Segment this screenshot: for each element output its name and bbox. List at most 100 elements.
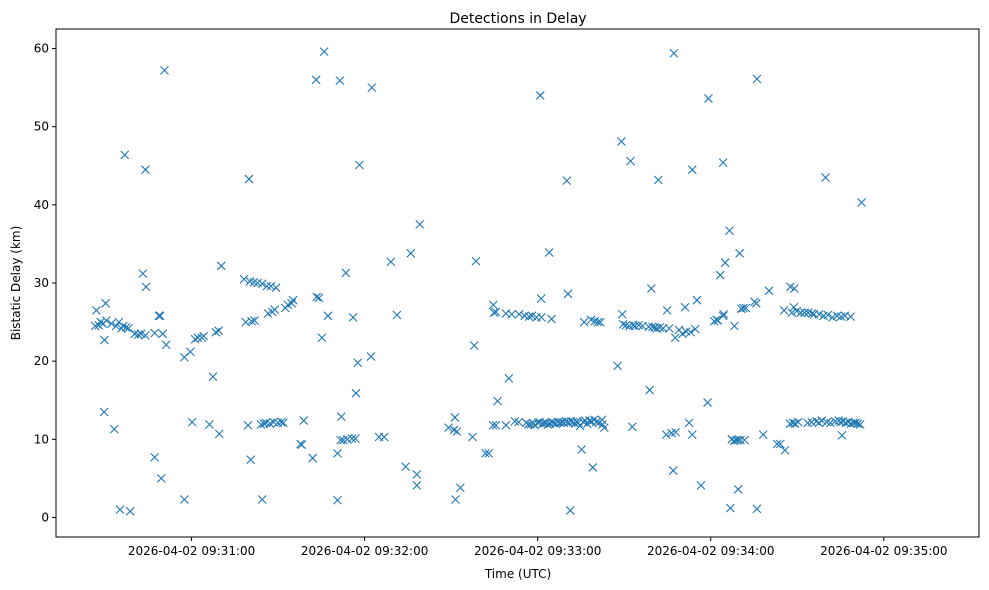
data-point xyxy=(690,324,700,334)
data-point xyxy=(336,412,346,422)
data-point xyxy=(790,284,799,293)
data-point xyxy=(543,420,553,429)
data-point xyxy=(807,309,817,318)
data-point xyxy=(725,226,734,236)
data-point xyxy=(725,503,735,513)
data-point xyxy=(353,358,363,368)
data-point xyxy=(800,308,809,318)
data-point xyxy=(488,420,498,430)
data-point xyxy=(692,295,702,305)
data-point xyxy=(190,334,200,344)
data-point xyxy=(696,481,706,490)
data-point xyxy=(141,165,150,175)
data-point xyxy=(653,175,663,185)
data-point xyxy=(501,420,511,430)
data-point xyxy=(314,293,324,303)
data-point xyxy=(626,156,635,166)
data-point xyxy=(846,312,856,321)
data-point xyxy=(579,317,589,327)
data-point xyxy=(684,418,694,428)
data-point xyxy=(775,439,785,449)
data-point xyxy=(591,417,601,427)
data-point xyxy=(661,430,671,440)
data-point xyxy=(288,295,298,305)
data-point xyxy=(669,48,679,58)
y-tick-label: 60 xyxy=(34,42,49,56)
data-point xyxy=(335,76,345,85)
data-point xyxy=(555,418,565,428)
data-point xyxy=(118,321,128,331)
data-point xyxy=(456,483,465,493)
data-point xyxy=(239,274,249,284)
data-point xyxy=(752,74,762,84)
data-point xyxy=(91,305,101,315)
data-point xyxy=(415,219,425,229)
data-point xyxy=(100,335,109,345)
data-point xyxy=(257,279,267,289)
data-point xyxy=(821,173,830,182)
data-point xyxy=(484,448,494,458)
data-point xyxy=(565,506,575,515)
data-point xyxy=(817,416,827,425)
data-point xyxy=(668,466,678,475)
data-point xyxy=(524,312,534,321)
data-point xyxy=(853,419,863,429)
data-point xyxy=(106,319,116,329)
data-point xyxy=(412,470,422,479)
data-point xyxy=(645,385,654,395)
data-point xyxy=(120,150,130,160)
data-point xyxy=(822,417,832,427)
data-point xyxy=(577,445,586,454)
data-point xyxy=(124,323,133,333)
data-point xyxy=(588,463,598,472)
data-point xyxy=(735,248,744,258)
data-point xyxy=(109,424,119,434)
data-point xyxy=(828,312,837,322)
data-point xyxy=(680,302,690,312)
data-point xyxy=(616,137,626,146)
data-point xyxy=(216,261,226,271)
data-point xyxy=(758,430,768,440)
data-point xyxy=(481,448,490,458)
data-point xyxy=(214,326,224,336)
data-point xyxy=(780,445,790,455)
x-axis: 2026-04-02 09:31:00 2026-04-02 09:32:00 20… xyxy=(128,537,948,558)
data-point xyxy=(599,423,609,432)
data-point xyxy=(247,316,256,326)
data-point xyxy=(156,473,166,483)
data-point xyxy=(333,495,342,505)
data-point xyxy=(537,312,546,322)
data-point xyxy=(257,495,267,504)
data-point xyxy=(348,312,358,322)
x-tick-label: 2026-04-02 09:33:00 xyxy=(474,544,601,558)
data-point xyxy=(851,418,860,428)
data-point xyxy=(379,432,389,442)
data-point xyxy=(491,307,501,317)
data-point xyxy=(493,396,502,406)
data-point xyxy=(510,416,520,426)
data-point xyxy=(249,277,259,287)
data-point xyxy=(278,418,288,428)
plot-area: 2026-04-02 09:31:00 2026-04-02 09:32:00 20… xyxy=(34,28,980,558)
data-point xyxy=(208,372,218,382)
data-point xyxy=(150,452,160,462)
data-point xyxy=(686,327,695,337)
data-point xyxy=(837,431,847,440)
x-axis-label: Time (UTC) xyxy=(484,567,551,581)
data-point xyxy=(155,311,165,321)
data-point xyxy=(150,328,160,338)
data-point xyxy=(752,504,762,514)
data-point xyxy=(386,257,396,267)
data-point xyxy=(836,312,846,321)
y-tick-label: 20 xyxy=(34,354,49,368)
data-point xyxy=(154,311,164,321)
data-point xyxy=(562,176,572,186)
y-tick-label: 10 xyxy=(34,432,49,446)
data-point xyxy=(266,281,276,291)
data-point xyxy=(514,417,524,427)
data-point xyxy=(646,284,656,293)
data-point xyxy=(471,256,481,266)
data-point xyxy=(99,407,109,417)
data-point xyxy=(141,282,151,292)
